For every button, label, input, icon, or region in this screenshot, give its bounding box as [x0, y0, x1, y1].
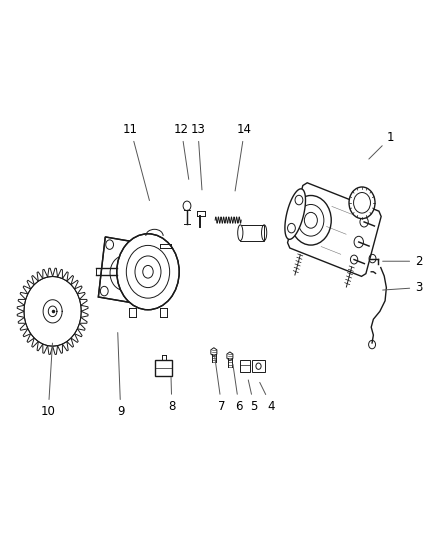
Polygon shape — [98, 237, 146, 304]
Bar — [252, 360, 264, 372]
Text: 4: 4 — [259, 382, 275, 413]
Text: 11: 11 — [123, 123, 149, 200]
Text: 10: 10 — [41, 343, 56, 418]
Text: 7: 7 — [214, 356, 225, 413]
Ellipse shape — [237, 225, 242, 241]
Text: 12: 12 — [173, 123, 188, 180]
Bar — [155, 360, 171, 376]
Text: 6: 6 — [233, 364, 242, 413]
Circle shape — [106, 240, 113, 249]
Text: 2: 2 — [382, 255, 422, 268]
Circle shape — [131, 292, 138, 301]
Text: 1: 1 — [368, 131, 394, 159]
Circle shape — [117, 234, 179, 310]
Polygon shape — [284, 189, 305, 239]
Text: 8: 8 — [168, 377, 175, 413]
Text: 3: 3 — [382, 281, 422, 294]
Text: 14: 14 — [235, 123, 251, 191]
Bar — [240, 360, 249, 372]
Text: 9: 9 — [117, 333, 124, 418]
Text: 5: 5 — [248, 380, 257, 413]
Bar — [240, 225, 264, 241]
Circle shape — [100, 286, 108, 296]
Polygon shape — [287, 183, 380, 277]
Text: 13: 13 — [190, 123, 205, 190]
Circle shape — [348, 187, 374, 219]
